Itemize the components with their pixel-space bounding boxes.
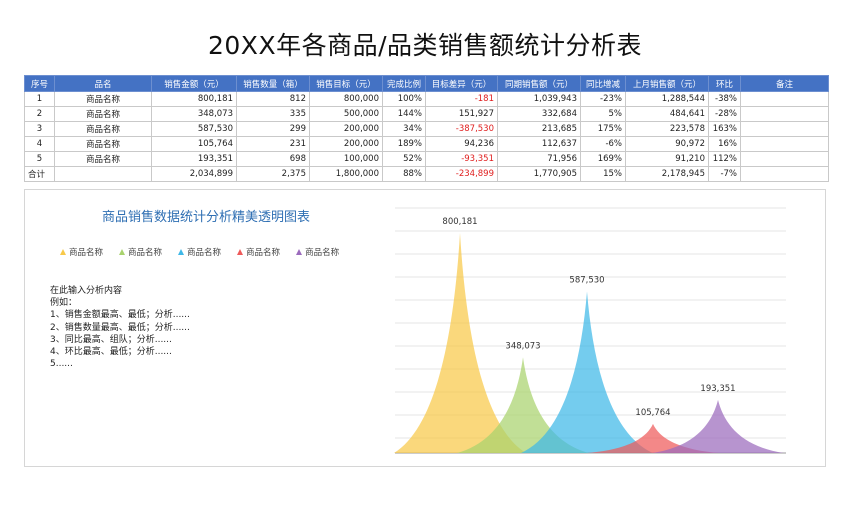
legend-marker-icon bbox=[296, 249, 303, 255]
data-label: 105,764 bbox=[635, 408, 670, 418]
column-header: 销售金额（元） bbox=[151, 75, 237, 92]
table-cell[interactable]: 15% bbox=[580, 166, 626, 182]
analysis-line: 在此输入分析内容 bbox=[50, 286, 123, 296]
data-label: 587,530 bbox=[569, 275, 604, 285]
table-cell[interactable]: 2,178,945 bbox=[625, 166, 709, 182]
legend-item: 商品名称 bbox=[119, 246, 162, 258]
legend-label: 商品名称 bbox=[246, 248, 281, 258]
table-cell[interactable]: 88% bbox=[382, 166, 426, 182]
table-cell[interactable] bbox=[740, 166, 829, 182]
area-peak-4[interactable] bbox=[587, 423, 719, 453]
table-row: 3 商品名称 587,530 299 200,000 34% -387,530 213,685… bbox=[24, 121, 829, 137]
column-header: 销售目标（元） bbox=[309, 75, 383, 92]
table-cell[interactable]: 2,375 bbox=[236, 166, 310, 182]
data-label: 348,073 bbox=[505, 341, 540, 351]
analysis-line: 2、销售数量最高、最低；分析...... bbox=[50, 322, 190, 333]
analysis-line: 5...... bbox=[50, 359, 73, 370]
table-total-row: 合计 2,034,899 2,375 1,800,000 88% -234,899 1,77… bbox=[24, 166, 829, 182]
legend-item: 商品名称 bbox=[178, 246, 221, 258]
table-cell[interactable]: 1,800,000 bbox=[309, 166, 383, 182]
table-row: 1 商品名称 800,181 812 800,000 100% -181 1,039,943-… bbox=[24, 91, 829, 107]
chart-legend: 商品名称 商品名称 商品名称 商品名称 商品名称 bbox=[60, 246, 380, 258]
chart-panel bbox=[24, 189, 826, 467]
page-title: 20XX年各商品/品类销售额统计分析表 bbox=[208, 31, 642, 60]
area-peak-2[interactable] bbox=[457, 357, 589, 453]
area-peak-5[interactable] bbox=[652, 399, 784, 453]
table-row: 4 商品名称 105,764 231 200,000 189% 94,236 112,637-… bbox=[24, 136, 829, 152]
legend-marker-icon bbox=[60, 249, 66, 255]
legend-marker-icon bbox=[178, 249, 185, 255]
column-header: 环比 bbox=[708, 75, 741, 92]
analysis-line: 1、销售金额最高、最低；分析...... bbox=[50, 310, 190, 321]
analysis-line: 例如： bbox=[50, 298, 78, 309]
sales-table: 序号 品名 销售金额（元） 销售数量（箱） 销售目标（元） 完成比例 目标差异（元） 同期销售… bbox=[24, 75, 829, 182]
legend-label: 商品名称 bbox=[128, 248, 163, 258]
column-header: 品名 bbox=[54, 75, 152, 92]
legend-item: 商品名称 bbox=[296, 246, 339, 258]
data-label: 193,351 bbox=[700, 384, 735, 394]
area-peak-3[interactable] bbox=[521, 291, 653, 453]
legend-item: 商品名称 bbox=[237, 246, 280, 258]
area-peak-1[interactable] bbox=[394, 233, 526, 453]
legend-marker-icon bbox=[119, 249, 126, 255]
column-header: 同比增减 bbox=[580, 75, 626, 92]
table-row: 2 商品名称 348,073 335 500,000 144% 151,927 332,684… bbox=[24, 106, 829, 122]
analysis-text[interactable]: 在此输入分析内容 例如： 1、销售金额最高、最低；分析...... 2、销售数量最高、… bbox=[50, 285, 190, 370]
legend-label: 商品名称 bbox=[305, 248, 340, 258]
legend-item: 商品名称 bbox=[60, 246, 103, 258]
legend-label: 商品名称 bbox=[69, 248, 104, 258]
analysis-line: 4、环比最高、最低；分析...... bbox=[50, 347, 172, 358]
column-header: 同期销售额（元） bbox=[497, 75, 581, 92]
chart-title: 商品销售数据统计分析精美透明图表 bbox=[101, 210, 310, 225]
legend-marker-icon bbox=[237, 249, 244, 255]
legend-label: 商品名称 bbox=[187, 248, 222, 258]
data-label: 800,181 bbox=[442, 217, 477, 227]
table-header-row: 序号 品名 销售金额（元） 销售数量（箱） 销售目标（元） 完成比例 目标差异（元） 同期销售… bbox=[24, 75, 829, 92]
analysis-line: 3、同比最高、组队；分析...... bbox=[50, 334, 172, 345]
column-header: 目标差异（元） bbox=[425, 75, 498, 92]
